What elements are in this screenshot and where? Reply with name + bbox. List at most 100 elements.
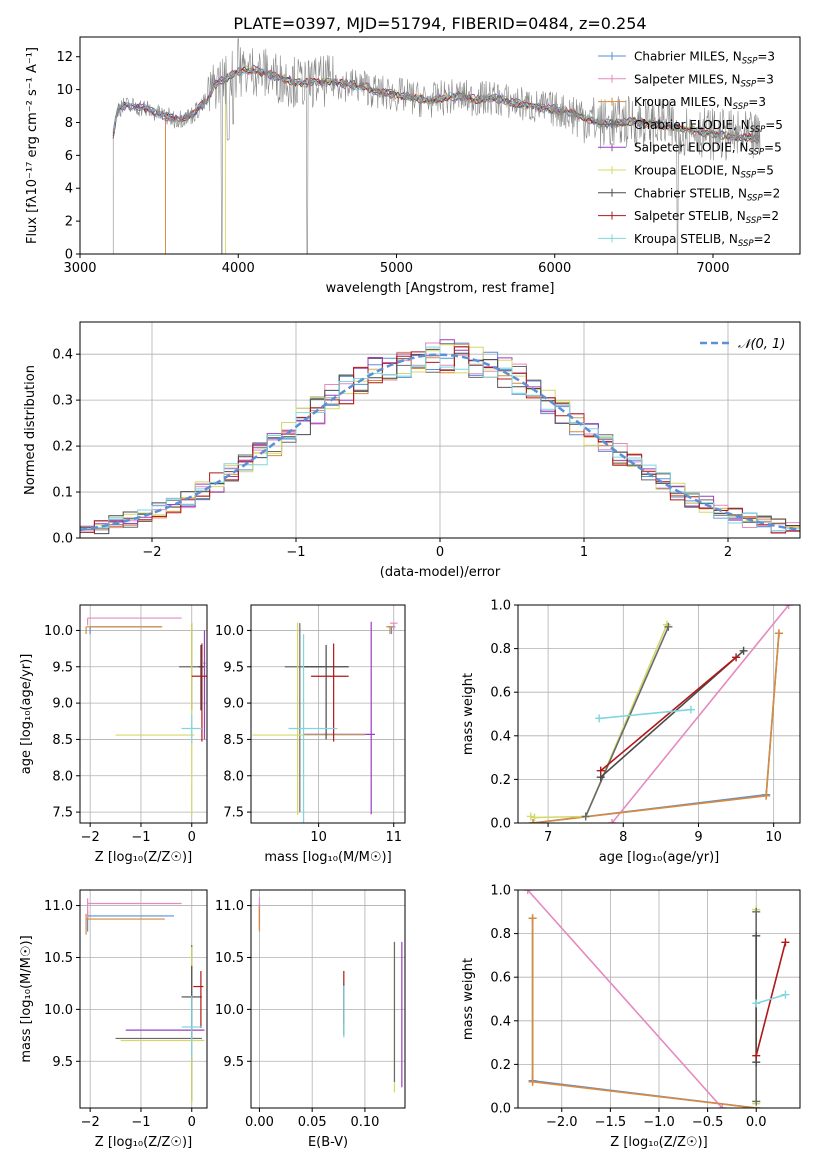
errorbar-krou_stelib <box>181 995 202 1059</box>
x-tick-label: −1 <box>131 1115 150 1130</box>
x-tick-label: 6000 <box>538 261 571 276</box>
gaussian-curve <box>80 353 800 532</box>
figure-title: PLATE=0397, MJD=51794, FIBERID=0484, z=0… <box>233 14 646 33</box>
legend-label-main: Kroupa STELIB, N <box>634 232 738 246</box>
plot-area <box>80 890 207 1108</box>
x-tick-label: −2 <box>81 830 100 845</box>
series-line-krou_stelib <box>599 708 692 720</box>
series-line-krou_stelib <box>755 993 786 1005</box>
y-tick-label: 2 <box>65 215 73 230</box>
y-tick-label: 0.4 <box>52 348 73 363</box>
series-marker-krou_miles <box>762 791 771 800</box>
y-tick-label: 10.5 <box>44 951 73 966</box>
legend-label-main: Kroupa ELODIE, N <box>634 164 741 178</box>
y-tick-label: 10 <box>56 83 73 98</box>
series-marker-krou_stelib <box>686 705 695 714</box>
plot-area <box>80 605 207 823</box>
plot-area <box>518 605 800 823</box>
x-tick-label: −1.0 <box>643 1115 675 1130</box>
y-tick-label: 8.0 <box>223 769 244 784</box>
series-marker-salp_miles <box>523 890 532 894</box>
y-tick-label: 10.0 <box>44 624 73 639</box>
x-tick-label: −0.5 <box>692 1115 724 1130</box>
y-tick-label: 0 <box>65 248 73 263</box>
x-axis-label: Z [log₁₀(Z/Z☉)] <box>610 1135 707 1150</box>
legend-label-sub: SSP <box>741 79 757 89</box>
legend-label-main: Salpeter STELIB, N <box>634 209 746 223</box>
series-marker-salp_stelib <box>752 1051 761 1060</box>
legend-label-main: Chabrier STELIB, N <box>634 186 747 200</box>
series-marker-salp_stelib <box>781 938 790 947</box>
legend-label-suffix: =5 <box>756 164 774 178</box>
panel-mass_vs_Z: −2 −1 0 9.5 10.0 10.5 11.0 Z [log₁₀(Z/Z☉)] mass … <box>19 889 208 1150</box>
x-tick-label: 2 <box>724 545 732 560</box>
series-line-chab_elodie <box>584 626 670 817</box>
x-tick-label: −2 <box>81 1115 100 1130</box>
legend-label-suffix: =5 <box>765 118 783 132</box>
y-tick-label: 0.1 <box>52 486 73 501</box>
legend-label: Chabrier MILES, NSSP=3 <box>634 50 775 67</box>
errorbar-krou_elodie <box>252 622 366 816</box>
series-marker-salp_miles <box>608 819 616 823</box>
legend-label: Kroupa STELIB, NSSP=2 <box>634 232 771 249</box>
axes-frame <box>79 889 208 1109</box>
series-marker-krou_miles <box>528 1077 537 1086</box>
y-tick-label: 0.0 <box>490 817 511 832</box>
x-tick-label: 10 <box>310 830 327 845</box>
y-tick-label: 0.4 <box>490 1014 511 1029</box>
y-tick-label: 0.4 <box>490 729 511 744</box>
y-tick-label: 0.0 <box>52 532 73 547</box>
legend-label-sub: SSP <box>750 125 766 135</box>
legend-label: Chabrier STELIB, NSSP=2 <box>634 186 780 203</box>
y-axis-label: Normed distribution <box>23 365 38 495</box>
panel-age_vs_Z: −2 −1 0 7.5 8.0 8.5 9.0 9.5 10.0 Z [log₁₀(Z/Z☉)] a… <box>19 604 208 865</box>
y-tick-label: 6 <box>65 149 73 164</box>
errorbar-chab_elodie <box>115 945 202 1101</box>
legend-label-sub: SSP <box>748 148 764 158</box>
x-tick-label: 7000 <box>696 261 729 276</box>
series-marker-chab_elodie <box>752 1097 761 1106</box>
legend-label-suffix: =2 <box>763 186 781 200</box>
axes-frame <box>250 604 406 824</box>
legend-label: Salpeter STELIB, NSSP=2 <box>634 209 779 226</box>
series-marker-salp_stelib <box>596 766 605 775</box>
legend-label-main: Chabrier ELODIE, N <box>634 118 750 132</box>
series-marker-krou_stelib <box>595 714 604 723</box>
panel-residuals: −2 −1 0 1 2 0.0 0.1 0.2 0.3 0.4 (data-model)/error… <box>23 321 801 580</box>
x-tick-label: 0.10 <box>350 1115 379 1130</box>
legend-label-suffix: =5 <box>764 141 782 155</box>
y-tick-label: 10.0 <box>215 1003 244 1018</box>
errorbar-chab_stelib <box>303 644 349 740</box>
x-tick-label: 4000 <box>222 261 255 276</box>
y-tick-label: 0.2 <box>52 440 73 455</box>
y-tick-label: 8.5 <box>223 733 244 748</box>
y-tick-label: 8 <box>65 116 73 131</box>
panel-mass_vs_ebv: 0.00 0.05 0.10 9.5 10.0 10.5 11.0 E(B-V) <box>215 889 406 1150</box>
series-marker-salp_miles <box>718 1104 727 1108</box>
x-tick-label: 0 <box>436 545 444 560</box>
x-tick-label: 0.0 <box>746 1115 767 1130</box>
series-marker-chab_stelib <box>752 931 761 940</box>
y-tick-label: 9.5 <box>52 660 73 675</box>
axes-frame <box>79 604 208 824</box>
y-tick-label: 9.5 <box>223 660 244 675</box>
x-axis-label: wavelength [Angstrom, rest frame] <box>326 281 555 296</box>
errorbar-krou_stelib <box>181 714 202 744</box>
errorbar-salp_stelib <box>193 970 204 1029</box>
x-tick-label: 0 <box>188 830 196 845</box>
x-tick-label: 8 <box>619 830 627 845</box>
series-marker-krou_elodie <box>530 813 539 822</box>
x-tick-label: 1 <box>580 545 588 560</box>
errorbar-krou_elodie <box>115 622 195 816</box>
x-tick-label: 0.05 <box>298 1115 327 1130</box>
axes-frame <box>250 889 406 1109</box>
errorbar-salp_elodie <box>203 630 206 740</box>
x-tick-label: 0 <box>188 1115 196 1130</box>
legend-label: Chabrier ELODIE, NSSP=5 <box>634 118 783 135</box>
y-axis-label: mass [log₁₀(M/M☉)] <box>19 935 34 1062</box>
axes-frame <box>79 36 801 255</box>
x-tick-label: 3000 <box>63 261 96 276</box>
legend-label-gaussian: 𝒩(0, 1) <box>738 337 785 352</box>
series-line-salp_stelib <box>600 656 737 772</box>
